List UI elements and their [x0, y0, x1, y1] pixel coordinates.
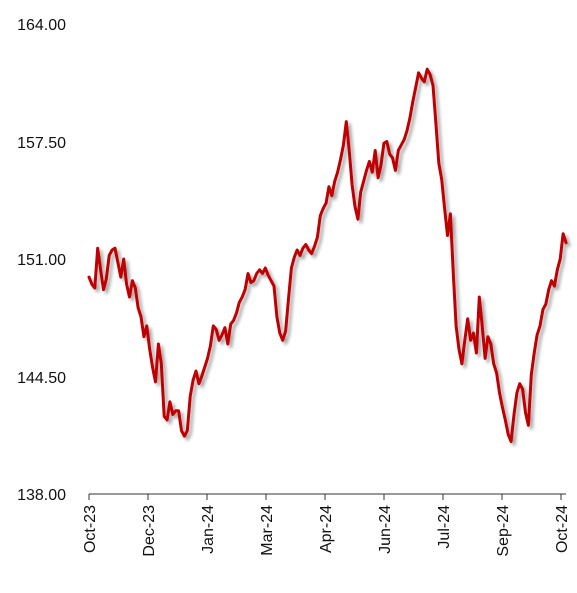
y-tick-label: 151.00: [17, 252, 66, 269]
x-tick-label: Jul-24: [436, 505, 453, 549]
x-tick-label: Oct-23: [82, 505, 99, 553]
y-tick-label: 138.00: [17, 487, 66, 504]
y-tick-label: 164.00: [17, 17, 66, 34]
plot-area: [87, 67, 568, 444]
x-tick-label: Apr-24: [318, 505, 335, 553]
x-axis: Oct-23 Dec-23 Jan-24 Mar-24 Apr-24 Jun-2…: [82, 493, 571, 557]
y-tick-label: 157.50: [17, 135, 66, 152]
x-tick-label: Jan-24: [200, 505, 217, 554]
x-tick-label: Jun-24: [377, 505, 394, 554]
y-tick-label: 144.50: [17, 370, 66, 387]
x-tick-label: Dec-23: [141, 505, 158, 557]
y-axis: 164.00 157.50 151.00 144.50 138.00: [17, 17, 66, 504]
x-tick-label: Oct-24: [554, 505, 571, 553]
series-line: [87, 67, 568, 444]
x-tick-label: Sep-24: [495, 505, 512, 557]
x-tick-label: Mar-24: [259, 505, 276, 556]
